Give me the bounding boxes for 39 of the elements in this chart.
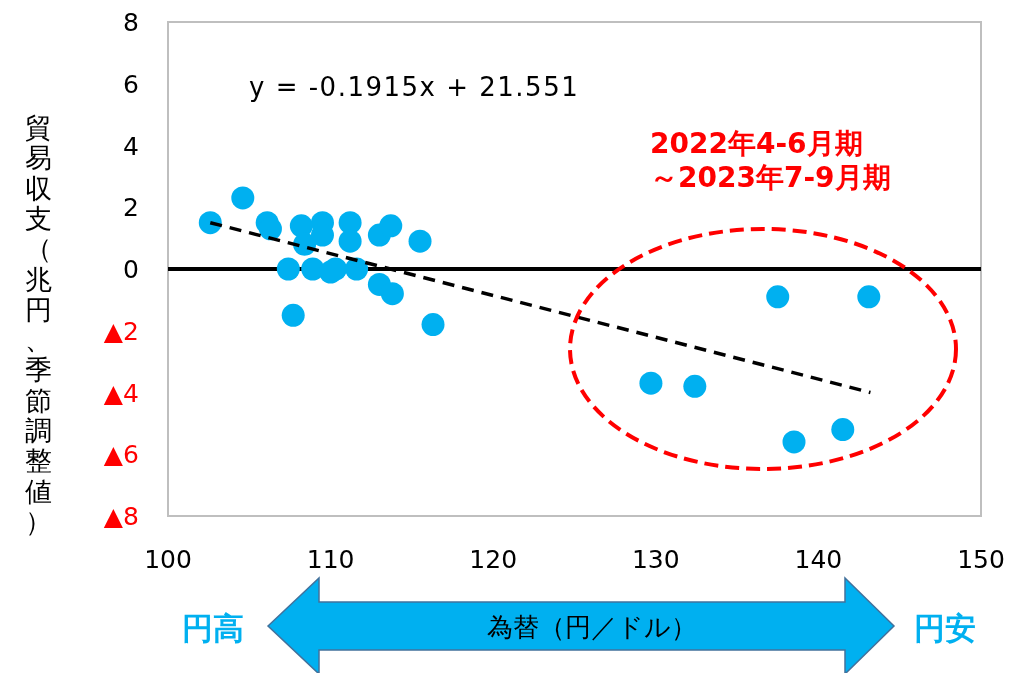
annotation: y = -0.1915x + 21.551 xyxy=(249,72,580,102)
y-tick-label: 0 xyxy=(123,255,139,284)
point xyxy=(408,229,432,253)
x-tick-label: 130 xyxy=(631,545,680,574)
x-axis-title: 為替（円／ドル） xyxy=(487,612,697,642)
x-tick-label: 120 xyxy=(469,545,518,574)
y-tick-label: ▲8 xyxy=(103,502,139,531)
y-axis-title: 貿易収支（兆円、季節調整値） xyxy=(24,112,52,537)
point xyxy=(766,285,790,309)
x-tick-label: 150 xyxy=(957,545,1005,574)
text: 円高 xyxy=(182,610,244,646)
point xyxy=(380,282,404,306)
point xyxy=(338,211,362,235)
point xyxy=(258,217,282,241)
y-tick-label: ▲6 xyxy=(103,440,139,470)
y-tick-label: ▲4 xyxy=(103,378,139,408)
x-tick-label: 140 xyxy=(794,545,843,574)
y-tick-label: ▲2 xyxy=(103,316,139,346)
point xyxy=(338,229,362,253)
point xyxy=(421,313,445,337)
point xyxy=(276,257,300,281)
text: 円安 xyxy=(914,610,976,646)
x-tick-label: 100 xyxy=(144,545,192,574)
annotation: ～2023年7-9月期 xyxy=(650,161,891,194)
annotation: 2022年4-6月期 xyxy=(650,127,863,160)
point xyxy=(345,257,369,281)
y-tick-label: 4 xyxy=(123,131,139,161)
y-tick-label: 8 xyxy=(123,8,139,37)
y-tick-label: 6 xyxy=(123,69,139,99)
point xyxy=(683,374,707,398)
y-tick-label: 2 xyxy=(123,193,139,223)
point xyxy=(281,303,305,327)
point xyxy=(639,371,663,395)
point xyxy=(782,430,806,454)
point xyxy=(379,214,403,238)
x-tick-label: 110 xyxy=(306,545,355,574)
point xyxy=(857,285,881,309)
point xyxy=(831,418,855,442)
point xyxy=(231,186,255,210)
